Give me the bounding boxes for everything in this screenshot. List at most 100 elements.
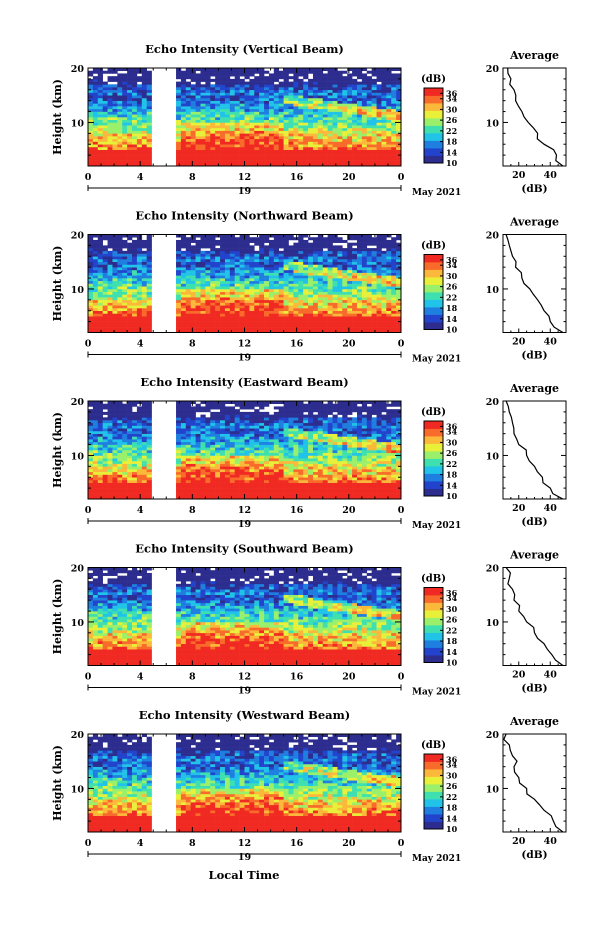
heatmap-cell bbox=[245, 122, 250, 125]
heatmap-cell bbox=[230, 125, 235, 128]
heatmap-cell bbox=[93, 469, 98, 472]
heatmap-cell bbox=[303, 71, 308, 74]
heatmap-cell bbox=[137, 322, 142, 325]
heatmap-cell bbox=[127, 256, 132, 259]
heatmap-cell bbox=[357, 120, 362, 123]
heatmap-cell bbox=[122, 278, 127, 281]
heatmap-cell bbox=[98, 76, 103, 79]
heatmap-cell bbox=[142, 494, 147, 497]
heatmap-cell bbox=[259, 267, 264, 270]
heatmap-cell bbox=[98, 494, 103, 497]
heatmap-cell bbox=[108, 445, 113, 448]
heatmap-cell bbox=[308, 297, 313, 300]
heatmap-cell bbox=[284, 158, 289, 161]
heatmap-cell bbox=[357, 117, 362, 120]
heatmap-cell bbox=[117, 144, 122, 147]
heatmap-cell bbox=[200, 122, 205, 125]
heatmap-cell bbox=[372, 117, 377, 120]
heatmap-cell bbox=[117, 461, 122, 464]
heatmap-cell bbox=[333, 150, 338, 153]
heatmap-cell bbox=[254, 93, 259, 96]
heatmap-cell bbox=[108, 76, 113, 79]
heatmap-cell bbox=[269, 275, 274, 278]
heatmap-cell bbox=[357, 297, 362, 300]
heatmap-cell bbox=[333, 82, 338, 85]
heatmap-cell bbox=[196, 243, 201, 246]
heatmap-cell bbox=[303, 289, 308, 292]
heatmap-cell bbox=[284, 93, 289, 96]
heatmap-cell bbox=[137, 483, 142, 486]
heatmap-cell bbox=[313, 292, 318, 295]
heatmap-cell bbox=[352, 316, 357, 319]
heatmap-cell bbox=[98, 152, 103, 155]
heatmap-cell bbox=[303, 305, 308, 308]
heatmap-cell bbox=[181, 436, 186, 439]
heatmap-cell bbox=[298, 305, 303, 308]
heatmap-cell bbox=[362, 93, 367, 96]
heatmap-cell bbox=[112, 480, 117, 483]
heatmap-cell bbox=[108, 152, 113, 155]
heatmap-cell bbox=[308, 284, 313, 287]
heatmap-cell bbox=[303, 101, 308, 104]
heatmap-cell bbox=[269, 254, 274, 257]
heatmap-cell bbox=[88, 158, 93, 161]
heatmap-cell bbox=[284, 76, 289, 79]
heatmap-cell bbox=[220, 245, 225, 248]
heatmap-cell bbox=[142, 262, 147, 265]
heatmap-cell bbox=[200, 245, 205, 248]
heatmap-cell bbox=[122, 161, 127, 164]
heatmap-cell bbox=[298, 300, 303, 303]
colorbar-tick-label: 26 bbox=[446, 115, 458, 125]
heatmap-cell bbox=[245, 248, 250, 251]
heatmap-cell bbox=[381, 256, 386, 259]
heatmap-cell bbox=[210, 256, 215, 259]
heatmap-cell bbox=[279, 324, 284, 327]
heatmap-cell bbox=[279, 316, 284, 319]
heatmap-cell bbox=[88, 450, 93, 453]
heatmap-cell bbox=[186, 491, 191, 494]
heatmap-cell bbox=[328, 144, 333, 147]
heatmap-cell bbox=[108, 404, 113, 407]
heatmap-cell bbox=[347, 73, 352, 76]
heatmap-cell bbox=[245, 245, 250, 248]
heatmap-cell bbox=[362, 103, 367, 106]
heatmap-cell bbox=[318, 95, 323, 98]
heatmap-cell bbox=[132, 76, 137, 79]
heatmap-cell bbox=[391, 95, 396, 98]
heatmap-cell bbox=[284, 87, 289, 90]
heatmap-cell bbox=[108, 133, 113, 136]
heatmap-cell bbox=[293, 289, 298, 292]
heatmap-cell bbox=[372, 292, 377, 295]
heatmap-cell bbox=[245, 308, 250, 311]
heatmap-cell bbox=[308, 324, 313, 327]
heatmap-cell bbox=[186, 71, 191, 74]
heatmap-cell bbox=[142, 240, 147, 243]
heatmap-cell bbox=[93, 305, 98, 308]
heatmap-cell bbox=[112, 322, 117, 325]
heatmap-cell bbox=[98, 455, 103, 458]
heatmap-cell bbox=[323, 254, 328, 257]
heatmap-cell bbox=[274, 313, 279, 316]
heatmap-cell bbox=[181, 150, 186, 153]
heatmap-cell bbox=[264, 142, 269, 145]
heatmap-cell bbox=[210, 125, 215, 128]
heatmap-cell bbox=[196, 79, 201, 82]
heatmap-cell bbox=[196, 158, 201, 161]
heatmap-cell bbox=[308, 152, 313, 155]
heatmap-cell bbox=[293, 84, 298, 87]
heatmap-cell bbox=[117, 150, 122, 153]
heatmap-cell bbox=[298, 322, 303, 325]
heatmap-cell bbox=[269, 106, 274, 109]
heatmap-cell bbox=[147, 267, 152, 270]
heatmap-cell bbox=[117, 417, 122, 420]
heatmap-cell bbox=[391, 275, 396, 278]
heatmap-cell bbox=[318, 82, 323, 85]
heatmap-cell bbox=[93, 284, 98, 287]
heatmap-cell bbox=[181, 305, 186, 308]
heatmap-cell bbox=[249, 106, 254, 109]
heatmap-cell bbox=[313, 281, 318, 284]
heatmap-cell bbox=[196, 256, 201, 259]
heatmap-cell bbox=[230, 300, 235, 303]
heatmap-cell bbox=[88, 237, 93, 240]
heatmap-cell bbox=[342, 158, 347, 161]
